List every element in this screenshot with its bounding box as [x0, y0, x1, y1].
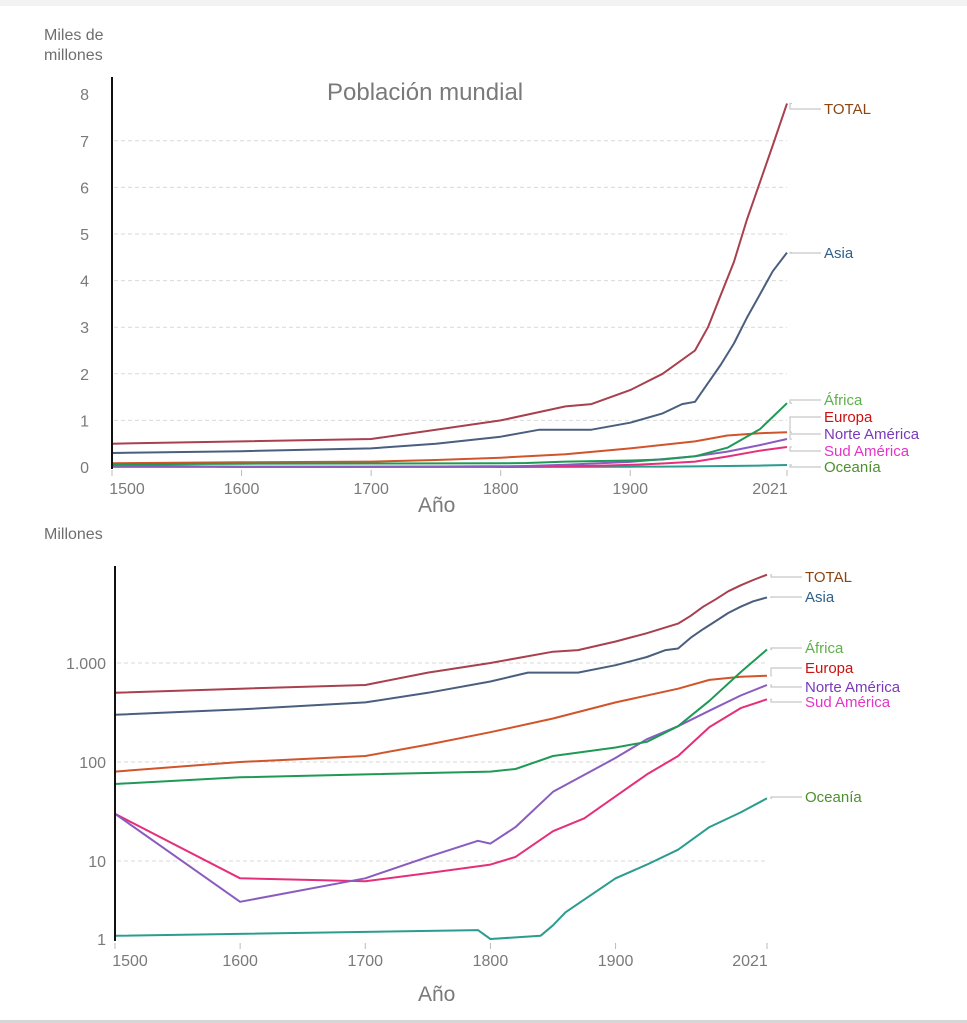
leader-line-europa: [770, 667, 802, 677]
top-series-total: [111, 103, 788, 445]
leader-line-norte-america: [789, 433, 821, 440]
bottom-series-asia: [114, 596, 768, 716]
bottom-x-tick-label: 1900: [598, 953, 634, 970]
top-series-lines: [111, 103, 788, 468]
bottom-x-tick-label: 1700: [347, 953, 383, 970]
top-x-tick-label: 1700: [353, 481, 389, 498]
bottom-series-norte-america: [114, 684, 768, 903]
label-oceania: Oceanía: [824, 459, 881, 476]
top-y-tick-label: 7: [80, 134, 89, 151]
top-series-norte-america: [111, 438, 788, 468]
bottom-x-ticks: 1500 1600 1700 1800 1900 2021: [112, 943, 768, 970]
label-europa: Europa: [805, 660, 854, 677]
leader-line-africa: [770, 647, 802, 651]
bottom-gridlines: [117, 662, 767, 862]
bottom-x-tick-label: 1600: [222, 953, 258, 970]
top-y-ticks: 0 1 2 3 4 5 6 7 8: [80, 87, 89, 477]
label-sud-america: Sud América: [805, 694, 891, 711]
label-africa: África: [824, 392, 863, 409]
label-oceania: Oceanía: [805, 789, 862, 806]
top-gridlines: [114, 140, 787, 421]
bottom-y-tick-label: 100: [79, 755, 106, 772]
bottom-y-ticks: 1 10 100 1.000: [66, 656, 106, 949]
label-asia: Asia: [805, 589, 835, 606]
top-x-tick-label: 1600: [224, 481, 260, 498]
bottom-y-tick-label: 1: [97, 932, 106, 949]
top-y-tick-label: 4: [80, 274, 89, 291]
label-norte-america: Norte América: [805, 679, 901, 696]
top-x-tick-label: 2021: [752, 481, 788, 498]
top-y-tick-label: 8: [80, 87, 89, 104]
top-ylabel-line1: Miles de: [44, 27, 104, 44]
bottom-x-tick-label: 1800: [473, 953, 509, 970]
label-total: TOTAL: [824, 101, 871, 118]
top-y-tick-label: 3: [80, 320, 89, 337]
bottom-y-tick-label: 10: [88, 854, 106, 871]
top-y-tick-label: 2: [80, 367, 89, 384]
bottom-series-sud-america: [114, 698, 768, 883]
top-y-tick-label: 0: [80, 460, 89, 477]
label-sud-america: Sud América: [824, 443, 910, 460]
top-chart-linear: Miles de millones Población mundial 0 1 2 3…: [44, 27, 920, 517]
label-europa: Europa: [824, 409, 873, 426]
bottom-y-tick-label: 1.000: [66, 656, 106, 673]
bottom-series-lines: [114, 573, 768, 940]
leader-line-oceania: [789, 464, 821, 468]
leader-line-sud-america: [789, 446, 821, 452]
label-total: TOTAL: [805, 569, 852, 586]
leader-line-total: [770, 574, 802, 578]
bottom-chart-log: Millones 1 10 100 1.000 1500 1600 1700 1800 190…: [44, 526, 901, 1006]
label-norte-america: Norte América: [824, 426, 920, 443]
top-x-axis-title: Año: [418, 494, 455, 517]
top-y-tick-label: 5: [80, 227, 89, 244]
bottom-x-tick-label: 2021: [732, 953, 768, 970]
top-x-tick-label: 1500: [109, 481, 145, 498]
top-series-africa: [111, 402, 788, 466]
bottom-series-africa: [114, 648, 768, 785]
leader-line-sud-america: [770, 698, 802, 703]
top-x-tick-label: 1800: [483, 481, 519, 498]
bottom-x-tick-label: 1500: [112, 953, 148, 970]
bottom-strip: [0, 1020, 967, 1023]
top-x-tick-label: 1900: [612, 481, 648, 498]
top-series-europa: [111, 431, 788, 465]
label-asia: Asia: [824, 245, 854, 262]
chart-title: Población mundial: [327, 79, 523, 106]
label-africa: África: [805, 640, 844, 657]
bottom-ylabel: Millones: [44, 526, 103, 543]
leader-line-europa: [789, 416, 821, 433]
top-strip: [0, 0, 967, 6]
leader-line-norte-america: [770, 684, 802, 688]
top-y-tick-label: 6: [80, 180, 89, 197]
top-x-ticks: 1500 1600 1700 1800 1900 2021: [109, 470, 788, 498]
leader-line-total: [789, 102, 821, 110]
top-ylabel-line2: millones: [44, 47, 103, 64]
bottom-x-axis-title: Año: [418, 983, 455, 1006]
bottom-series-total: [114, 573, 768, 694]
top-y-tick-label: 1: [80, 413, 89, 430]
bottom-series-oceania: [114, 797, 768, 940]
top-series-asia: [111, 251, 788, 454]
bottom-series-europa: [114, 674, 768, 773]
leader-line-africa: [789, 399, 821, 404]
leader-line-oceania: [770, 796, 802, 799]
